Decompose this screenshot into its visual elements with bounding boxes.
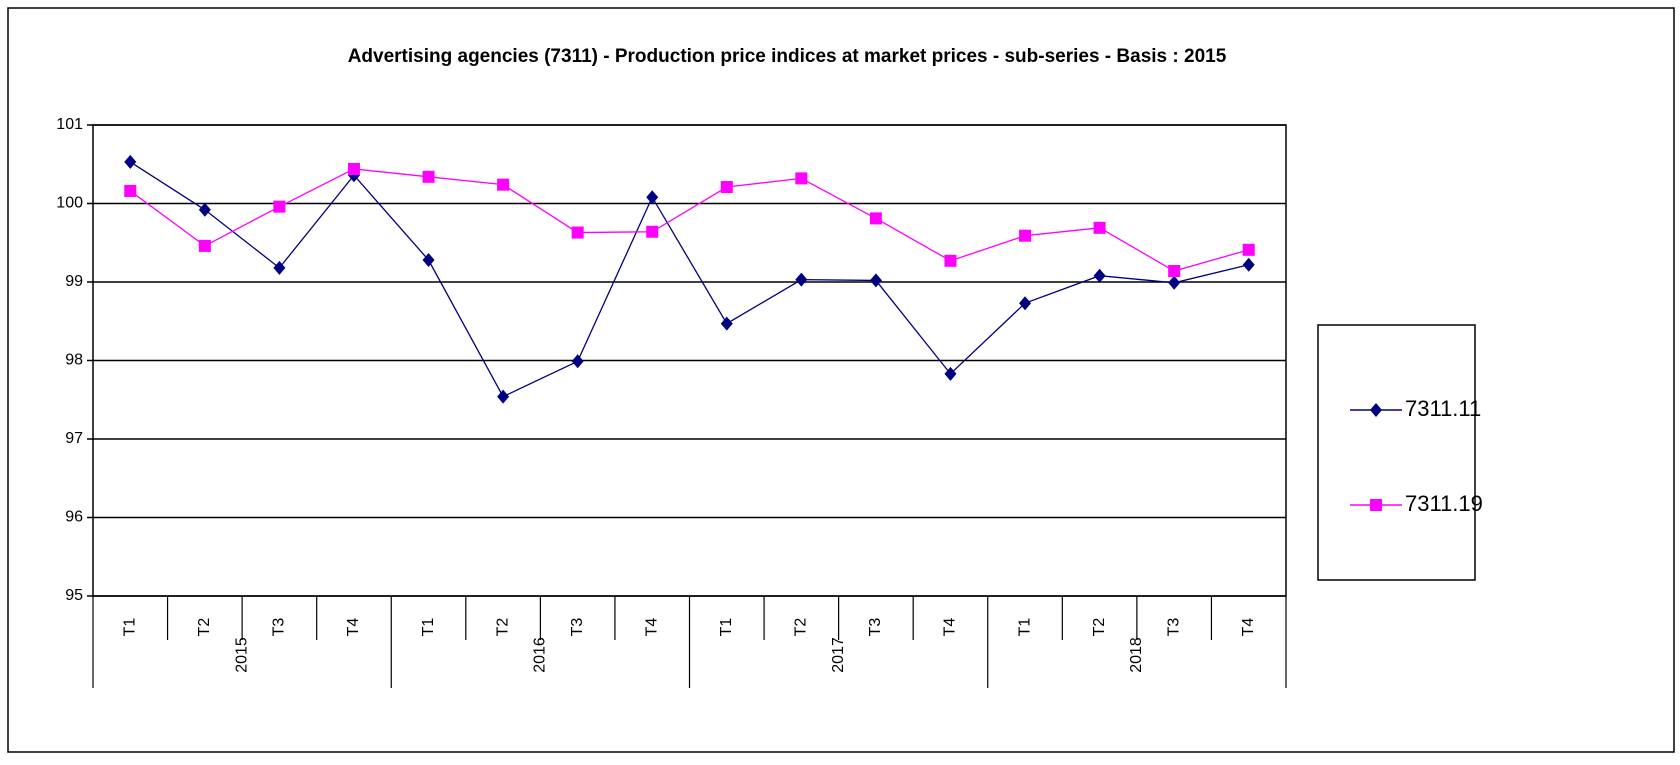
- point: [273, 200, 286, 213]
- point: [944, 254, 957, 267]
- legend-box: [1317, 324, 1476, 581]
- x-tick-label: T3: [867, 618, 884, 637]
- x-tick-label: T1: [420, 618, 437, 637]
- point: [571, 354, 584, 369]
- point: [1168, 275, 1181, 290]
- chart-title: Advertising agencies (7311) - Production…: [348, 46, 1227, 67]
- point: [1242, 257, 1255, 272]
- x-tick-label: T3: [569, 618, 586, 637]
- point: [497, 178, 510, 191]
- point: [1242, 243, 1255, 256]
- point: [1093, 221, 1106, 234]
- x-tick-label: T2: [1091, 618, 1108, 637]
- y-tick-label: 99: [65, 273, 83, 290]
- legend-marker: [1370, 499, 1382, 511]
- legend-marker: [1370, 403, 1382, 417]
- point: [795, 272, 808, 287]
- x-tick-label: T1: [122, 618, 139, 637]
- x-tick-label: T4: [1240, 618, 1257, 637]
- x-tick-label: T2: [196, 618, 213, 637]
- legend-label: 7311.19: [1405, 491, 1483, 516]
- point: [720, 181, 733, 194]
- point: [1019, 229, 1032, 242]
- point: [198, 202, 211, 217]
- point: [944, 366, 957, 381]
- group-label: 2015: [233, 637, 250, 673]
- x-tick-label: T2: [793, 618, 810, 637]
- point: [422, 253, 435, 268]
- point: [1093, 268, 1106, 283]
- point: [646, 225, 659, 238]
- x-tick-label: T4: [942, 618, 959, 637]
- x-tick-label: T1: [1016, 618, 1033, 637]
- y-tick-label: 95: [65, 587, 83, 604]
- y-tick-label: 101: [56, 116, 83, 133]
- point: [347, 162, 360, 175]
- point: [273, 260, 286, 275]
- x-tick-label: T2: [494, 618, 511, 637]
- x-tick-label: T4: [643, 618, 660, 637]
- legend-label: 7311.11: [1405, 396, 1481, 421]
- x-tick-label: T3: [271, 618, 288, 637]
- point: [571, 226, 584, 239]
- point: [1019, 296, 1032, 311]
- group-label: 2018: [1128, 637, 1145, 673]
- point: [1168, 265, 1181, 278]
- point: [646, 190, 659, 205]
- x-tick-label: T3: [1165, 618, 1182, 637]
- y-tick-label: 96: [65, 509, 83, 526]
- point: [720, 316, 733, 331]
- point: [497, 389, 510, 404]
- y-tick-label: 98: [65, 352, 83, 369]
- point: [124, 154, 137, 169]
- point: [795, 172, 808, 185]
- point: [869, 212, 882, 225]
- y-tick-label: 97: [65, 430, 83, 447]
- point: [198, 239, 211, 252]
- point: [124, 184, 137, 197]
- x-tick-label: T4: [345, 618, 362, 637]
- group-label: 2017: [830, 637, 847, 673]
- group-label: 2016: [532, 637, 549, 673]
- x-tick-label: T1: [718, 618, 735, 637]
- series-line: [129, 161, 1249, 398]
- point: [869, 273, 882, 288]
- series-line: [129, 168, 1249, 272]
- y-tick-label: 100: [56, 195, 83, 212]
- point: [422, 170, 435, 183]
